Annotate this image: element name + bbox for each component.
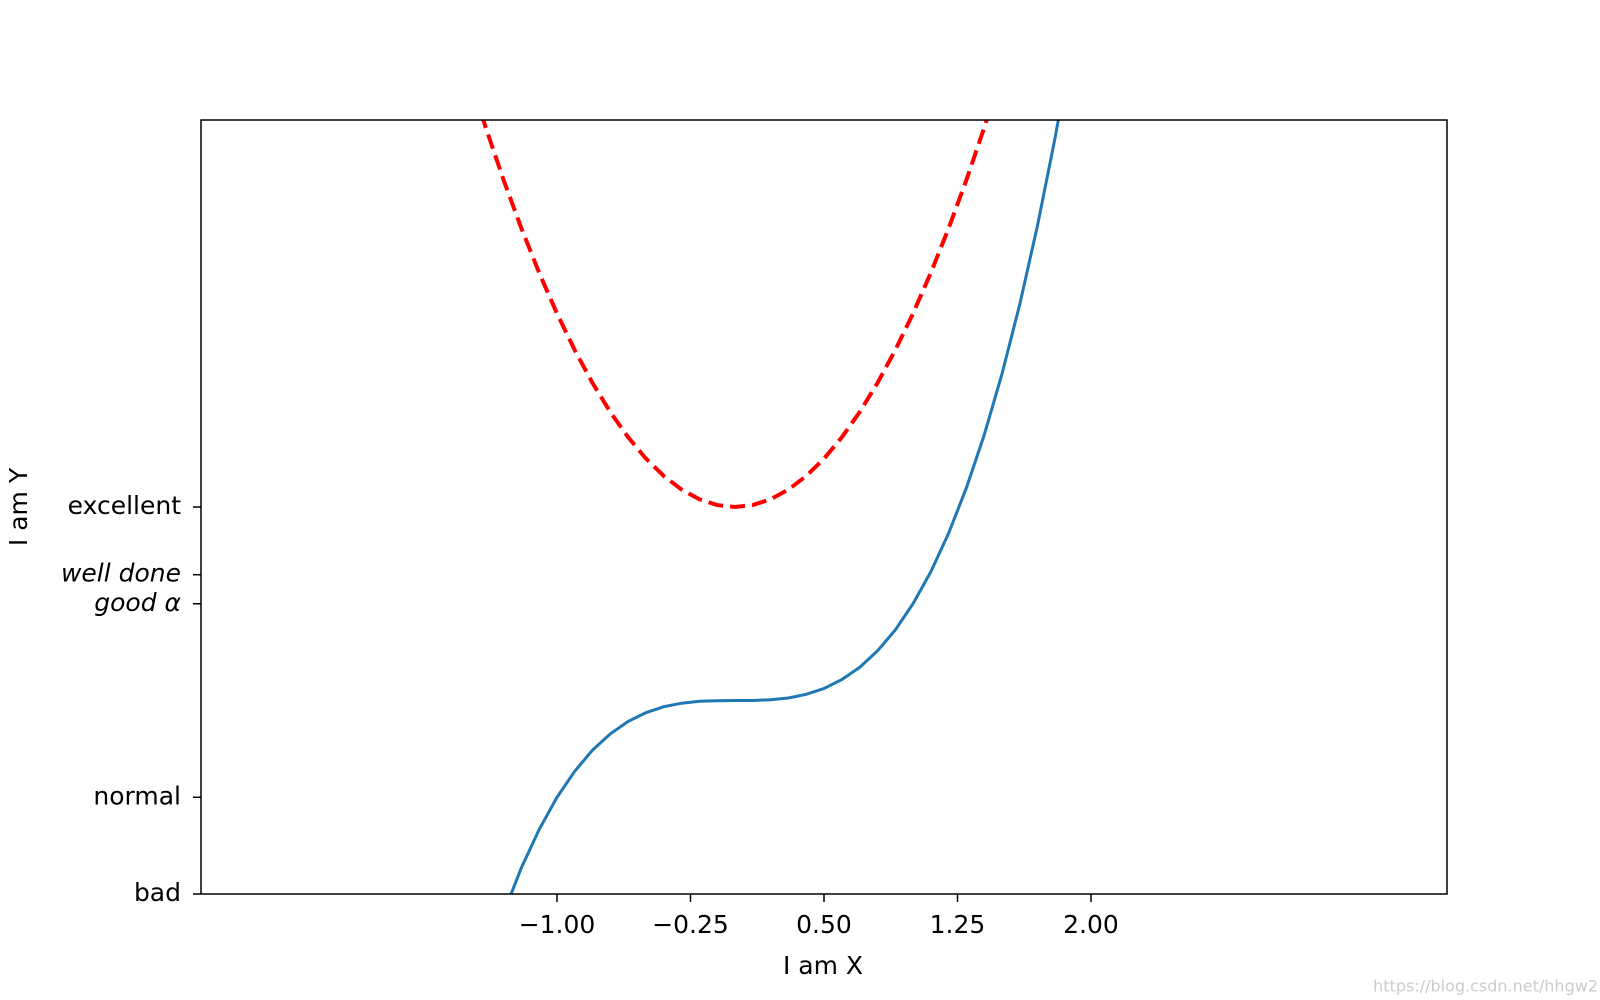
y-axis-label: I am Y bbox=[4, 467, 33, 546]
x-axis-label: I am X bbox=[783, 951, 863, 980]
series-line bbox=[481, 120, 989, 510]
y-tick-label: bad bbox=[134, 878, 181, 907]
x-tick-label: 1.25 bbox=[930, 910, 986, 939]
x-tick-label: 0.50 bbox=[796, 910, 852, 939]
watermark: https://blog.csdn.net/hhgw2 bbox=[1373, 977, 1598, 996]
y-tick-label: normal bbox=[93, 781, 181, 810]
x-tick-label: −0.25 bbox=[652, 910, 729, 939]
y-tick-label: good α bbox=[94, 588, 181, 617]
series-line bbox=[509, 120, 1060, 894]
x-tick-label: 2.00 bbox=[1063, 910, 1119, 939]
plot-lines bbox=[481, 120, 1060, 894]
y-tick-label: excellent bbox=[68, 491, 182, 520]
y-tick-label: well done bbox=[61, 559, 181, 588]
plot-frame bbox=[200, 119, 1448, 895]
x-tick-label: −1.00 bbox=[519, 910, 596, 939]
